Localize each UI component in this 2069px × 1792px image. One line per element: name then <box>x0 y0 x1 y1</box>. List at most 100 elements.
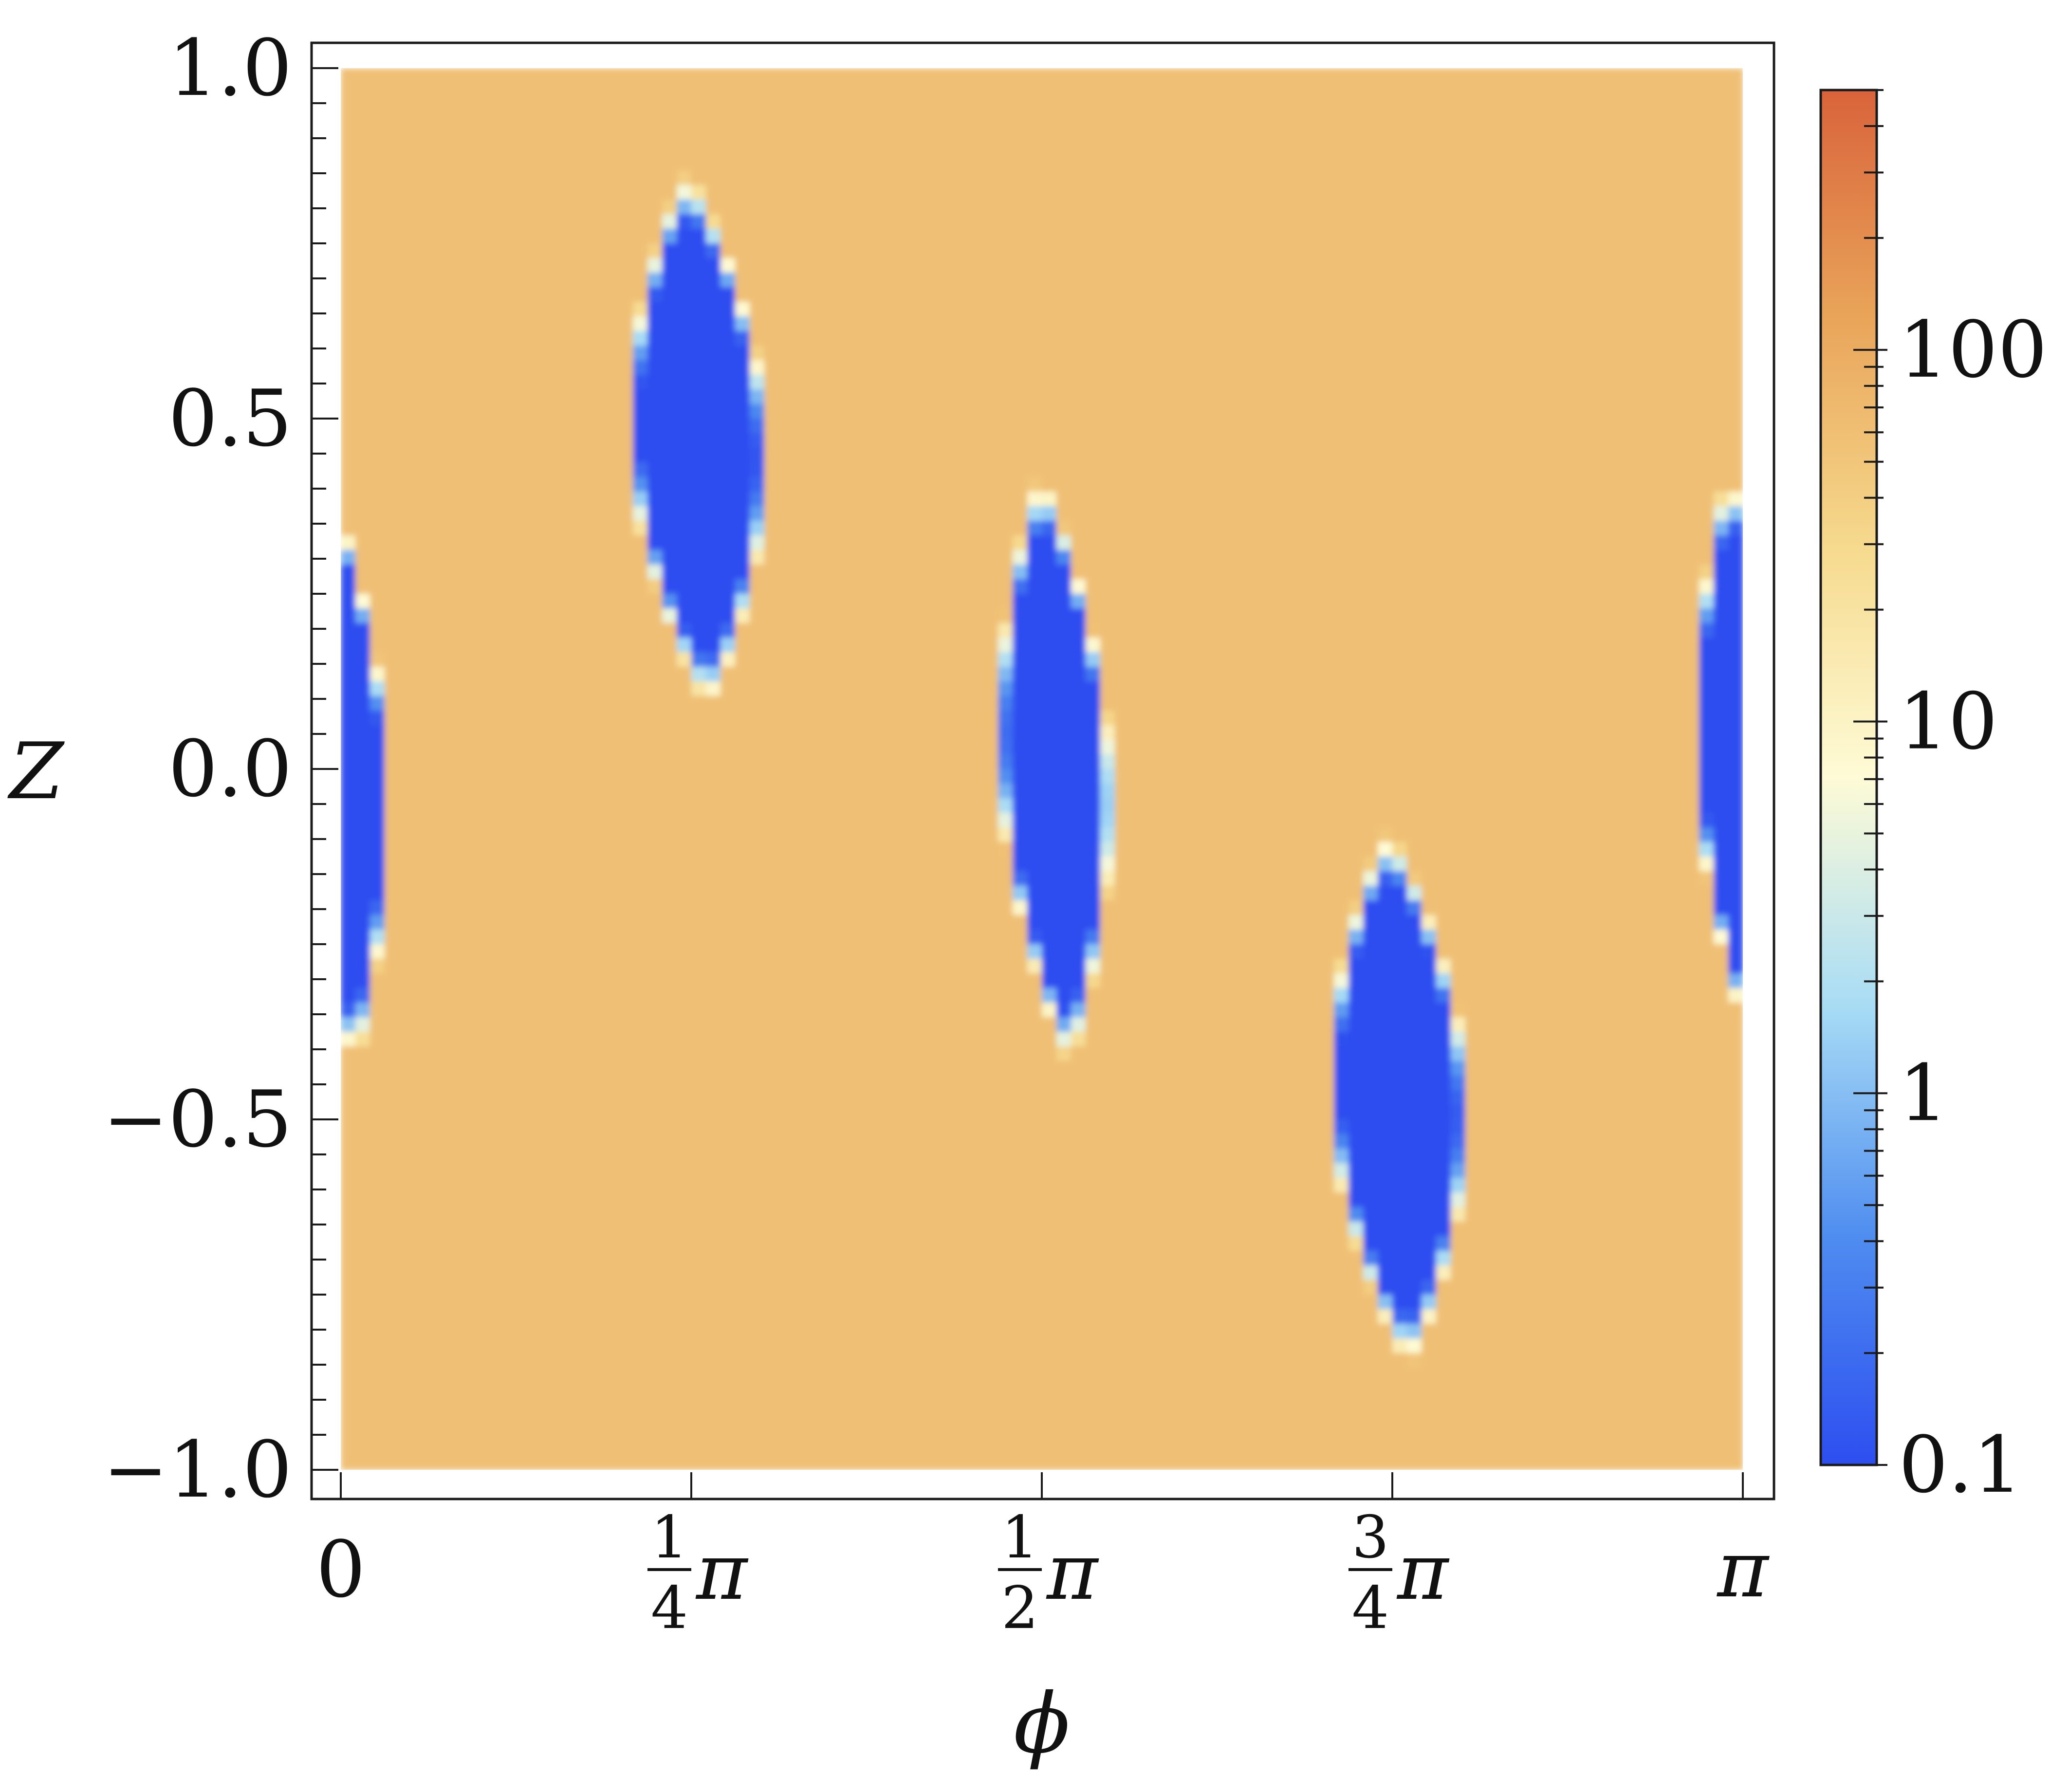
heatmap-cell <box>735 214 750 229</box>
heatmap-cell <box>1655 477 1670 492</box>
heatmap-cell <box>531 229 546 244</box>
heatmap-cell <box>1626 214 1641 229</box>
heatmap-cell <box>516 784 531 799</box>
heatmap-cell <box>837 696 852 711</box>
heatmap-cell <box>867 112 882 127</box>
heatmap-cell <box>954 769 969 784</box>
heatmap-cell <box>662 433 677 448</box>
heatmap-cell <box>983 97 998 112</box>
heatmap-cell <box>1553 521 1568 536</box>
heatmap-cell <box>677 185 692 200</box>
heatmap-cell <box>589 506 604 521</box>
heatmap-cell <box>662 375 677 390</box>
heatmap-cell <box>1290 287 1305 302</box>
heatmap-cell <box>1261 316 1276 331</box>
heatmap-cell <box>1363 389 1378 404</box>
heatmap-cell <box>998 784 1013 799</box>
heatmap-cell <box>1042 243 1057 258</box>
heatmap-cell <box>385 681 400 696</box>
heatmap-cell <box>837 535 852 550</box>
heatmap-cell <box>1013 448 1028 463</box>
heatmap-cell <box>1013 638 1028 653</box>
heatmap-cell <box>1290 506 1305 521</box>
heatmap-cell <box>589 798 604 813</box>
heatmap-cell <box>1611 170 1626 185</box>
heatmap-cell <box>808 740 823 755</box>
heatmap-cell <box>1684 156 1700 171</box>
heatmap-cell <box>1465 550 1480 565</box>
heatmap-cell <box>1349 696 1364 711</box>
heatmap-cell <box>1392 652 1407 667</box>
heatmap-cell <box>1246 448 1261 463</box>
heatmap-cell <box>1451 287 1466 302</box>
heatmap-cell <box>998 83 1013 98</box>
heatmap-cell <box>794 550 809 565</box>
heatmap-cell <box>1641 492 1656 507</box>
heatmap-cell <box>837 769 852 784</box>
heatmap-cell <box>1378 346 1393 361</box>
heatmap-cell <box>1027 302 1042 317</box>
heatmap-cell <box>458 579 473 594</box>
heatmap-cell <box>1188 462 1203 477</box>
heatmap-cell <box>808 214 823 229</box>
heatmap-cell <box>794 506 809 521</box>
heatmap-cell <box>998 273 1013 288</box>
heatmap-cell <box>560 652 575 667</box>
heatmap-cell <box>443 784 458 799</box>
heatmap-cell <box>399 754 414 769</box>
heatmap-cell <box>516 360 531 375</box>
heatmap-cell <box>1027 404 1042 419</box>
heatmap-cell <box>1217 623 1232 638</box>
heatmap-cell <box>794 784 809 799</box>
heatmap-cell <box>1714 156 1729 171</box>
heatmap-cell <box>1056 97 1071 112</box>
heatmap-cell <box>1261 229 1276 244</box>
heatmap-cell <box>1582 156 1597 171</box>
heatmap-cell <box>735 419 750 434</box>
heatmap-cell <box>896 316 911 331</box>
heatmap-cell <box>1509 623 1524 638</box>
heatmap-cell <box>750 798 765 813</box>
heatmap-cell <box>1027 112 1042 127</box>
heatmap-cell <box>385 711 400 726</box>
heatmap-cell <box>1334 681 1349 696</box>
heatmap-cell <box>1246 331 1261 346</box>
heatmap-cell <box>1480 214 1495 229</box>
heatmap-cell <box>1568 200 1583 215</box>
heatmap-cell <box>925 229 940 244</box>
heatmap-cell <box>910 302 925 317</box>
heatmap-cell <box>1334 696 1349 711</box>
heatmap-cell <box>1173 243 1188 258</box>
heatmap-cell <box>1027 258 1042 273</box>
heatmap-cell <box>1670 200 1685 215</box>
heatmap-cell <box>1655 608 1670 623</box>
heatmap-cell <box>910 725 925 740</box>
heatmap-cell <box>1465 784 1480 799</box>
heatmap-cell <box>706 141 721 156</box>
heatmap-cell <box>458 506 473 521</box>
heatmap-cell <box>764 346 779 361</box>
heatmap-cell <box>1217 579 1232 594</box>
heatmap-cell <box>516 594 531 609</box>
heatmap-cell <box>1699 389 1714 404</box>
heatmap-cell <box>677 141 692 156</box>
heatmap-cell <box>458 419 473 434</box>
heatmap-cell <box>691 404 706 419</box>
heatmap-cell <box>1246 667 1261 682</box>
heatmap-cell <box>1246 769 1261 784</box>
heatmap-cell <box>1538 97 1553 112</box>
heatmap-cell <box>1626 535 1641 550</box>
heatmap-cell <box>1714 83 1729 98</box>
heatmap-cell <box>1495 565 1510 580</box>
heatmap-cell <box>531 419 546 434</box>
heatmap-cell <box>1495 433 1510 448</box>
heatmap-cell <box>1275 375 1291 390</box>
heatmap-cell <box>604 229 619 244</box>
heatmap-cell <box>589 141 604 156</box>
heatmap-cell <box>881 433 896 448</box>
heatmap-cell <box>852 214 867 229</box>
heatmap-cell <box>531 97 546 112</box>
heatmap-cell <box>1524 170 1539 185</box>
heatmap-cell <box>370 696 385 711</box>
heatmap-cell <box>1013 258 1028 273</box>
